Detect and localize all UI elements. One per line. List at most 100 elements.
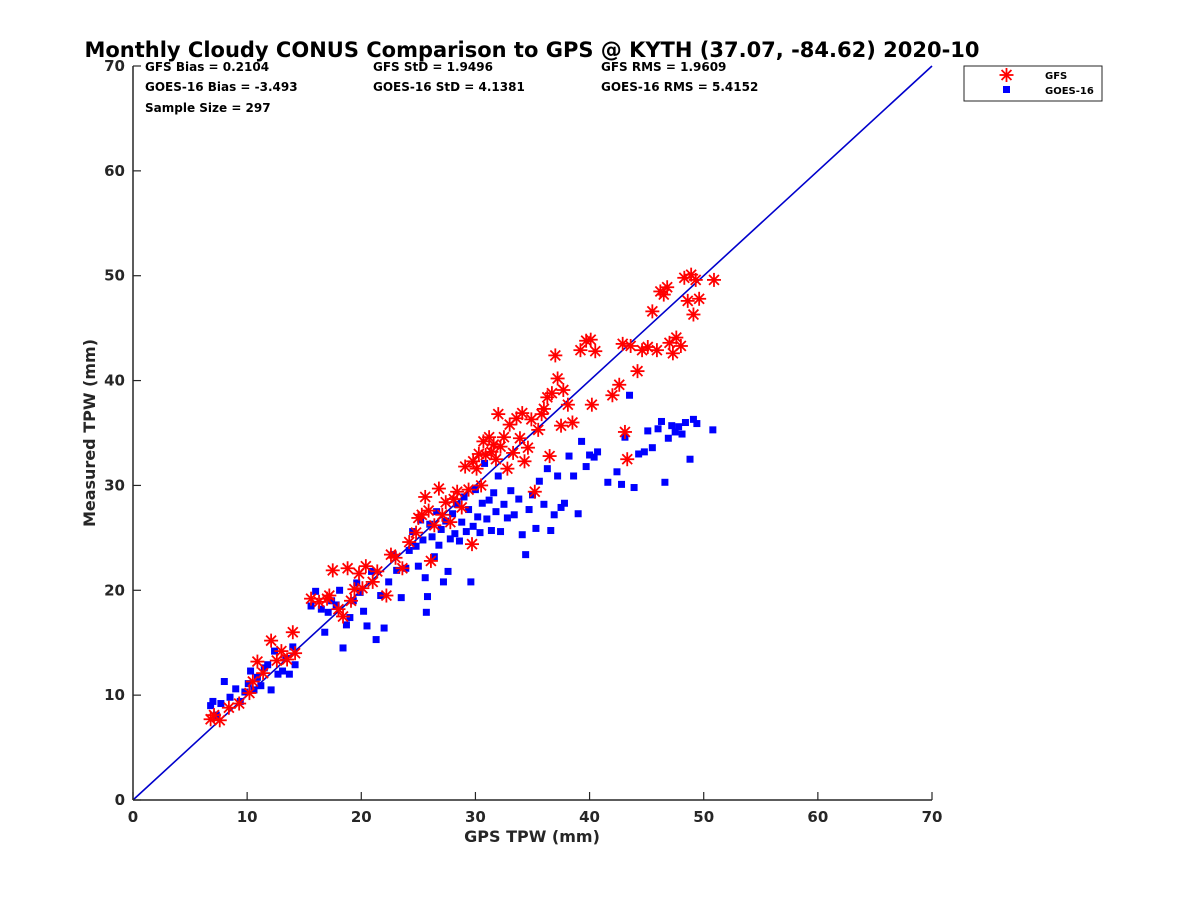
goes16-point (405, 546, 413, 554)
gfs-point (640, 340, 655, 355)
gfs-point (421, 503, 436, 518)
y-tick-label: 60 (104, 162, 125, 180)
goes16-point (247, 667, 255, 675)
goes16-point (543, 465, 551, 473)
gfs-point (542, 449, 557, 464)
gfs-point (312, 594, 327, 609)
goes16-point (503, 514, 511, 522)
goes16-point (412, 542, 420, 550)
gfs-point (232, 696, 247, 711)
gfs-point (692, 291, 707, 306)
gfs-point (212, 713, 227, 728)
goes16-point (522, 551, 530, 559)
stat-goes-std: GOES-16 StD = 4.1381 (373, 80, 525, 94)
goes16-point (307, 602, 315, 610)
goes16-point (483, 515, 491, 523)
goes16-point (518, 531, 526, 539)
goes16-point (328, 597, 336, 605)
goes16-point (604, 478, 612, 486)
goes16-point (346, 614, 354, 622)
goes16-point (317, 605, 325, 613)
goes16-point (449, 510, 457, 518)
goes16-point (226, 693, 234, 701)
goes16-point (422, 608, 430, 616)
gfs-point (370, 564, 385, 579)
legend-gfs-marker (999, 68, 1014, 82)
goes16-point (421, 574, 429, 582)
gfs-point (544, 386, 559, 401)
gfs-point (418, 489, 433, 504)
gfs-point (496, 430, 511, 445)
gfs-point (548, 348, 563, 363)
gfs-point (583, 332, 598, 347)
goes16-point (220, 678, 228, 686)
goes16-point (661, 478, 669, 486)
goes16-point (565, 452, 573, 460)
goes16-point (515, 495, 523, 503)
stat-goes-bias: GOES-16 Bias = -3.493 (145, 80, 298, 94)
gfs-point (706, 272, 721, 287)
gfs-point (623, 338, 638, 353)
goes16-point (289, 643, 297, 651)
goes16-point (481, 459, 489, 467)
gfs-point (536, 401, 551, 416)
goes16-point (414, 562, 422, 570)
legend: GFS GOES-16 (963, 65, 1103, 102)
gfs-point (474, 478, 489, 493)
goes16-point (321, 628, 329, 636)
gfs-point (450, 484, 465, 499)
gfs-point (520, 440, 535, 455)
gfs-point (288, 646, 303, 661)
goes16-point (654, 425, 662, 433)
gfs-point (573, 343, 588, 358)
gfs-point (379, 588, 394, 603)
goes16-point (257, 682, 265, 690)
gfs-point (274, 644, 289, 659)
goes16-point (626, 391, 634, 399)
gfs-point (584, 397, 599, 412)
gfs-point (686, 307, 701, 322)
goes16-point (279, 667, 287, 675)
goes16-point (339, 644, 347, 652)
legend-gfs-label: GFS (1045, 71, 1067, 82)
goes16-point (393, 566, 401, 574)
gfs-point (388, 550, 403, 565)
goes16-point (433, 508, 441, 516)
goes16-point (507, 487, 515, 495)
gfs-point (617, 424, 632, 439)
legend-goes-marker (1003, 86, 1010, 93)
goes16-point (678, 430, 686, 438)
gfs-point (524, 412, 539, 427)
goes16-point (689, 415, 697, 423)
gfs-point (531, 422, 546, 437)
gfs-point (331, 602, 346, 617)
gfs-point (517, 454, 532, 469)
goes16-point (693, 420, 701, 428)
goes16-point (554, 472, 562, 480)
gfs-point (285, 625, 300, 640)
gfs-point (344, 593, 359, 608)
goes16-point (664, 434, 672, 442)
goes16-point (644, 427, 652, 435)
y-tick-label: 70 (104, 57, 125, 75)
x-tick-label: 60 (807, 808, 828, 826)
gfs-point (347, 582, 362, 597)
gfs-point (269, 653, 284, 668)
gfs-point (402, 535, 417, 550)
gfs-point (482, 430, 497, 445)
goes16-points (207, 391, 717, 719)
goes16-point (668, 422, 676, 430)
goes16-point (590, 453, 598, 461)
goes16-point (613, 468, 621, 476)
gfs-point (245, 674, 260, 689)
goes16-point (363, 622, 371, 630)
gfs-point (660, 280, 675, 295)
stat-sample-size: Sample Size = 297 (145, 101, 271, 115)
goes16-point (356, 588, 364, 596)
y-tick-label: 50 (104, 267, 125, 285)
goes16-point (451, 530, 459, 538)
goes16-point (465, 506, 473, 514)
goes16-point (423, 593, 431, 601)
goes16-point (442, 517, 450, 525)
goes16-point (332, 601, 340, 609)
